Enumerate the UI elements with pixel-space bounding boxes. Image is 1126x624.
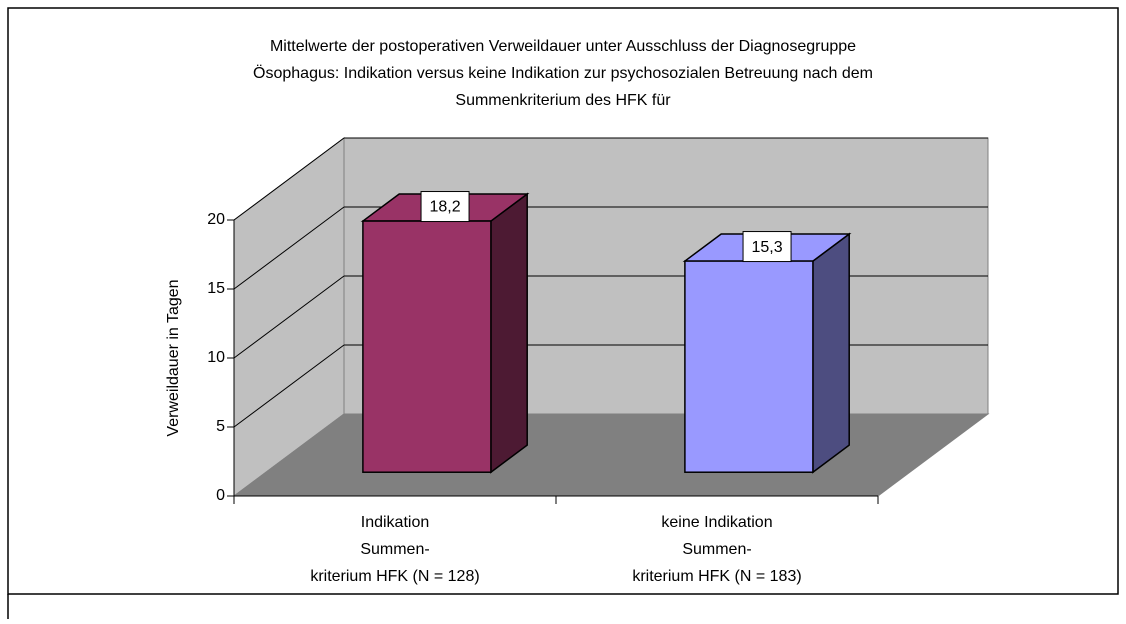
data-label: 15,3 xyxy=(751,239,782,256)
y-tick-label: 15 xyxy=(207,280,225,297)
y-axis-label: Verweildauer in Tagen xyxy=(165,279,182,436)
data-label-box xyxy=(420,191,470,223)
chart-title: Mittelwerte der postoperativen Verweilda… xyxy=(270,38,856,55)
x-tick-label: keine Indikation xyxy=(661,514,772,531)
bar-side xyxy=(490,192,528,474)
data-label-box xyxy=(742,231,792,263)
grid-line xyxy=(233,206,345,290)
x-tick-label: Summen- xyxy=(360,541,429,558)
y-tick-label: 5 xyxy=(216,418,225,435)
chart-title: Ösophagus: Indikation versus keine Indik… xyxy=(253,64,873,82)
x-tick-label: kriterium HFK (N = 128) xyxy=(310,568,479,585)
chart-title: Summenkriterium des HFK für xyxy=(455,92,671,109)
floor xyxy=(232,413,990,497)
y-tick-label: 10 xyxy=(207,349,225,366)
x-tick-label: Indikation xyxy=(361,514,430,531)
bar-side xyxy=(812,232,850,474)
y-tick-label: 0 xyxy=(216,487,225,504)
bar xyxy=(362,220,492,473)
x-tick-label: kriterium HFK (N = 183) xyxy=(632,568,801,585)
x-tick-label: Summen- xyxy=(682,541,751,558)
y-tick-label: 20 xyxy=(207,211,225,228)
data-label: 18,2 xyxy=(429,199,460,216)
grid-line xyxy=(233,344,345,428)
grid-line xyxy=(233,137,345,221)
grid-line xyxy=(233,275,345,359)
bar xyxy=(684,260,814,473)
